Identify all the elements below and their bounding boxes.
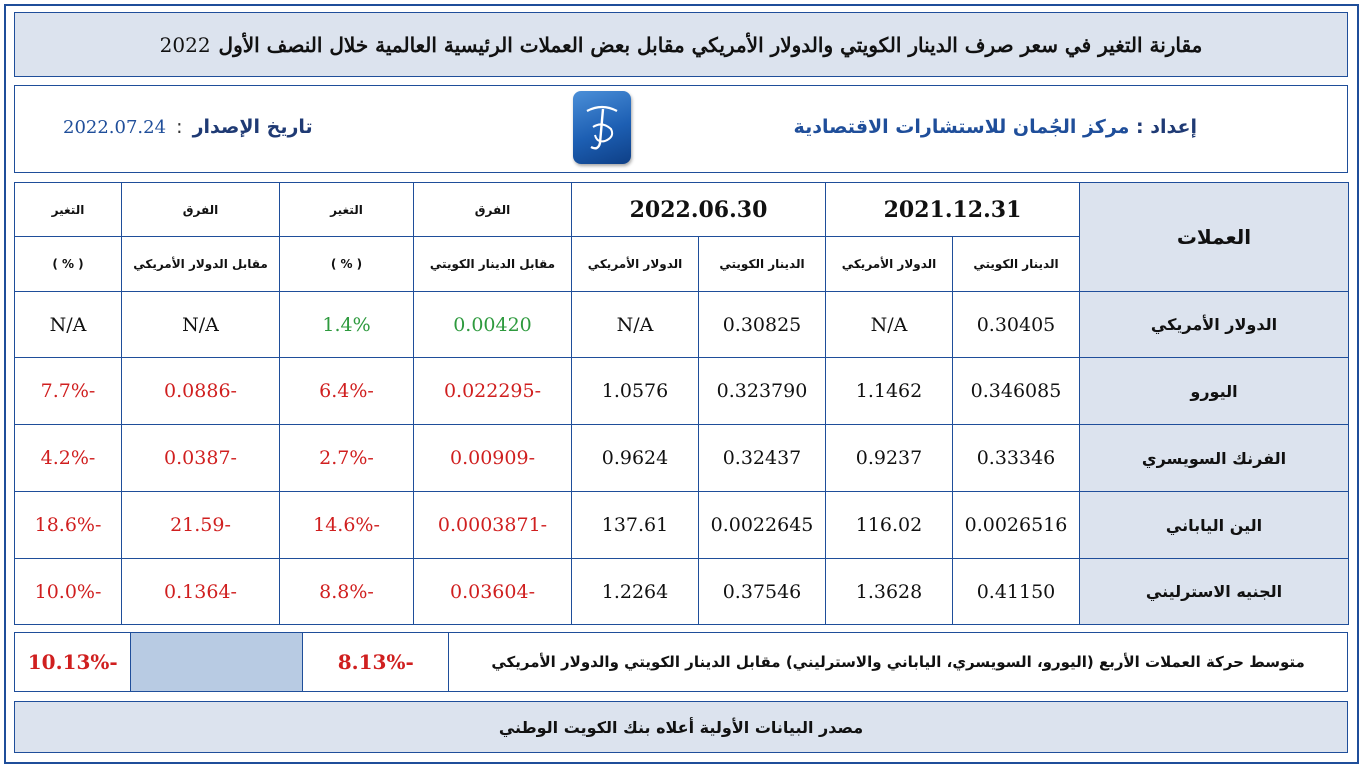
cell-usd-2021: 0.9237 xyxy=(825,424,953,492)
cell-diff-kwd: -0.00909 xyxy=(413,424,572,492)
cell-diff-usd: -0.0886 xyxy=(121,357,280,425)
cell-kwd-2021: 0.33346 xyxy=(952,424,1080,492)
cell-kwd-2021: 0.30405 xyxy=(952,291,1080,358)
cell-usd-2021: 1.3628 xyxy=(825,558,953,625)
cell-usd-2022: 137.61 xyxy=(571,491,699,559)
cell-change-kwd: -14.6% xyxy=(279,491,414,559)
cell-kwd-2022: 0.0022645 xyxy=(698,491,826,559)
header-vs-usd: مقابل الدولار الأمريكي xyxy=(121,236,280,292)
cell-change-usd: -4.2% xyxy=(14,424,122,492)
cell-kwd-2022: 0.323790 xyxy=(698,357,826,425)
cell-change-usd: -18.6% xyxy=(14,491,122,559)
prepared-value: مركز الجُمان للاستشارات الاقتصادية xyxy=(793,116,1130,138)
source-text: مصدر البيانات الأولية أعلاه بنك الكويت ا… xyxy=(498,717,864,737)
header-usd-2021: الدولار الأمريكي xyxy=(825,236,953,292)
cell-diff-kwd: -0.03604 xyxy=(413,558,572,625)
row-currency-name: الجنيه الاسترليني xyxy=(1079,558,1349,625)
prepared-by: إعداد : مركز الجُمان للاستشارات الاقتصاد… xyxy=(794,116,1197,138)
cell-usd-2022: 1.2264 xyxy=(571,558,699,625)
cell-diff-kwd: -0.022295 xyxy=(413,357,572,425)
cell-usd-2022: 0.9624 xyxy=(571,424,699,492)
average-label: متوسط حركة العملات الأربع (اليورو، السوي… xyxy=(448,632,1348,692)
cell-change-kwd: -2.7% xyxy=(279,424,414,492)
cell-diff-usd: -0.1364 xyxy=(121,558,280,625)
cell-usd-2021: 1.1462 xyxy=(825,357,953,425)
currency-table: العملات 2021.12.31 2022.06.30 الفرق التغ… xyxy=(14,182,1349,625)
info-bar: إعداد : مركز الجُمان للاستشارات الاقتصاد… xyxy=(14,85,1348,173)
header-usd-2022: الدولار الأمريكي xyxy=(571,236,699,292)
issue-label: تاريخ الإصدار xyxy=(192,116,313,138)
header-change-kwd: التغير xyxy=(279,182,414,237)
cell-kwd-2022: 0.37546 xyxy=(698,558,826,625)
row-currency-name: الدولار الأمريكي xyxy=(1079,291,1349,358)
title-year: 2022 xyxy=(159,32,211,57)
table-row: الجنيه الاسترليني 0.41150 1.3628 0.37546… xyxy=(14,558,1349,625)
average-vs-usd: -10.13% xyxy=(13,632,132,692)
cell-kwd-2022: 0.32437 xyxy=(698,424,826,492)
prepared-sep: : xyxy=(1136,116,1144,138)
row-currency-name: الفرنك السويسري xyxy=(1079,424,1349,492)
aljuman-logo xyxy=(573,91,631,164)
source-note: مصدر البيانات الأولية أعلاه بنك الكويت ا… xyxy=(14,701,1348,753)
cell-change-kwd: -6.4% xyxy=(279,357,414,425)
cell-diff-kwd: 0.00420 xyxy=(413,291,572,358)
issue-date-value: 2022.07.24 xyxy=(63,117,167,138)
cell-usd-2021: N/A xyxy=(825,291,953,358)
header-vs-kwd: مقابل الدينار الكويتي xyxy=(413,236,572,292)
issue-sep: : xyxy=(176,116,183,138)
header-kwd-2022: الدينار الكويتي xyxy=(698,236,826,292)
cell-kwd-2021: 0.0026516 xyxy=(952,491,1080,559)
prepared-label: إعداد xyxy=(1150,116,1197,138)
header-kwd-2021: الدينار الكويتي xyxy=(952,236,1080,292)
table-row: اليورو 0.346085 1.1462 0.323790 1.0576 -… xyxy=(14,357,1349,425)
cell-change-usd: -7.7% xyxy=(14,357,122,425)
header-date-2021: 2021.12.31 xyxy=(825,182,1080,237)
issue-date: تاريخ الإصدار : 2022.07.24 xyxy=(63,116,313,138)
header-diff-kwd: الفرق xyxy=(413,182,572,237)
cell-diff-kwd: -0.0003871 xyxy=(413,491,572,559)
table-row: الفرنك السويسري 0.33346 0.9237 0.32437 0… xyxy=(14,424,1349,492)
cell-diff-usd: -21.59 xyxy=(121,491,280,559)
header-pct-usd: ( % ) xyxy=(14,236,122,292)
row-currency-name: الين الياباني xyxy=(1079,491,1349,559)
cell-usd-2022: 1.0576 xyxy=(571,357,699,425)
cell-kwd-2021: 0.346085 xyxy=(952,357,1080,425)
cell-diff-usd: -0.0387 xyxy=(121,424,280,492)
average-vs-kwd: -8.13% xyxy=(302,632,450,692)
cell-kwd-2021: 0.41150 xyxy=(952,558,1080,625)
header-date-2022: 2022.06.30 xyxy=(571,182,826,237)
cell-usd-2021: 116.02 xyxy=(825,491,953,559)
cell-usd-2022: N/A xyxy=(571,291,699,358)
logo-mark-icon xyxy=(586,105,618,150)
page-title: مقارنة التغير في سعر صرف الدينار الكويتي… xyxy=(14,12,1348,77)
header-pct-kwd: ( % ) xyxy=(279,236,414,292)
header-currencies: العملات xyxy=(1079,182,1349,292)
cell-change-kwd: 1.4% xyxy=(279,291,414,358)
cell-diff-usd: N/A xyxy=(121,291,280,358)
cell-change-usd: N/A xyxy=(14,291,122,358)
header-change-usd: التغير xyxy=(14,182,122,237)
page-frame xyxy=(4,4,1359,764)
cell-kwd-2022: 0.30825 xyxy=(698,291,826,358)
title-text: مقارنة التغير في سعر صرف الدينار الكويتي… xyxy=(218,32,1203,57)
table-row: الدولار الأمريكي 0.30405 N/A 0.30825 N/A… xyxy=(14,291,1349,358)
average-row: متوسط حركة العملات الأربع (اليورو، السوي… xyxy=(13,632,1348,692)
row-currency-name: اليورو xyxy=(1079,357,1349,425)
cell-change-usd: -10.0% xyxy=(14,558,122,625)
average-empty-cell xyxy=(130,632,304,692)
table-row: الين الياباني 0.0026516 116.02 0.0022645… xyxy=(14,491,1349,559)
header-diff-usd: الفرق xyxy=(121,182,280,237)
cell-change-kwd: -8.8% xyxy=(279,558,414,625)
